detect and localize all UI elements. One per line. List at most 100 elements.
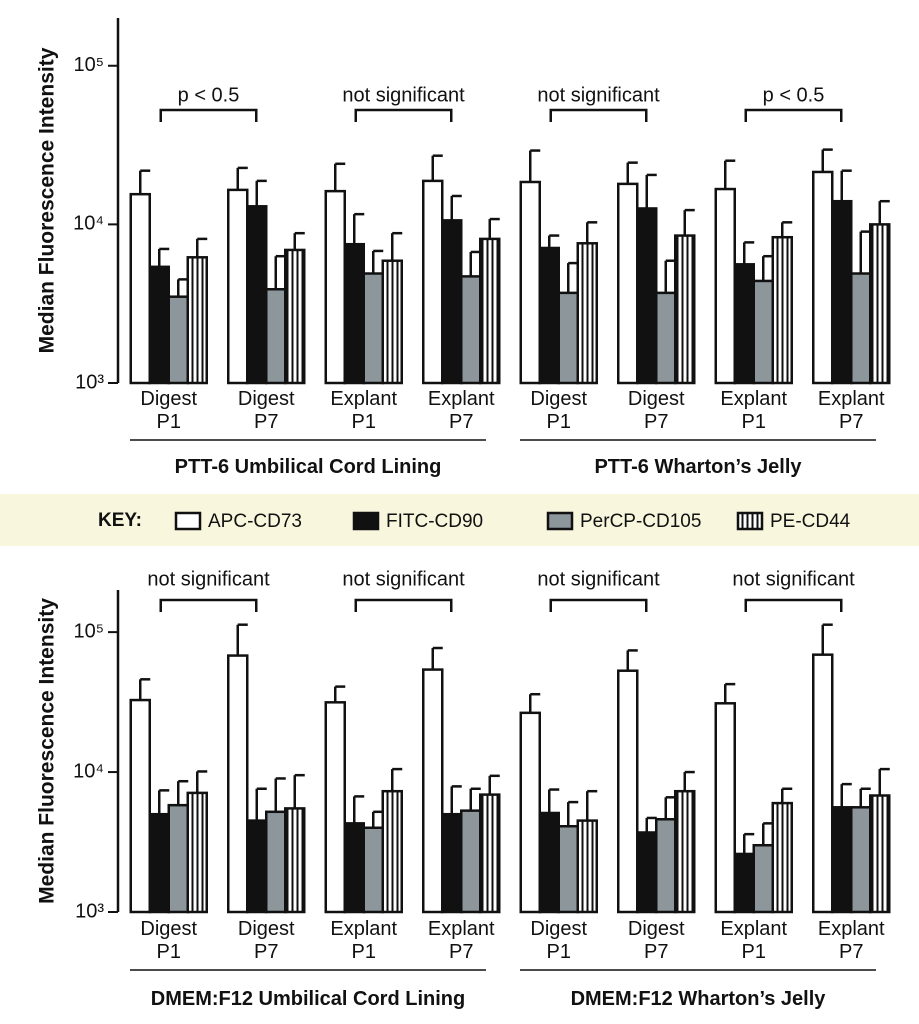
x-tick-label: Explant P7 — [817, 388, 885, 433]
bar — [576, 819, 598, 914]
bar — [246, 819, 268, 914]
x-tick-label: Digest P1 — [140, 388, 198, 433]
bar — [771, 235, 793, 385]
bar — [714, 702, 736, 914]
bar — [831, 199, 853, 385]
bar — [674, 789, 696, 914]
annotation: not significant — [342, 568, 465, 590]
significance-bracket — [744, 598, 843, 612]
y-tick-label: 10³ — [75, 371, 104, 393]
annotation: p < 0.5 — [763, 84, 825, 106]
significance-bracket — [744, 108, 843, 122]
x-tick-label: Explant P7 — [427, 388, 495, 433]
bar — [362, 272, 384, 385]
bar — [265, 810, 287, 914]
legend-swatch — [546, 511, 574, 531]
bar — [284, 248, 306, 385]
bar — [831, 806, 853, 914]
bar — [422, 179, 444, 385]
bar — [460, 809, 482, 914]
group-label: DMEM:F12 Umbilical Cord Lining — [150, 988, 466, 1010]
significance-bracket — [354, 598, 453, 612]
legend-band — [0, 494, 919, 546]
legend-label: PerCP-CD105 — [580, 511, 701, 532]
x-tick-label: Digest P1 — [530, 388, 588, 433]
y-tick-label: 10³ — [75, 900, 104, 922]
annotation: not significant — [537, 568, 660, 590]
y-tick-label: 10⁴ — [73, 213, 104, 235]
bar — [441, 812, 463, 914]
y-axis-title: Median Fluorescence Intensity — [36, 598, 59, 904]
bar — [655, 291, 677, 385]
x-tick-label: Explant P1 — [720, 388, 788, 433]
bar — [441, 219, 463, 385]
group-label: PTT-6 Wharton’s Jelly — [594, 456, 802, 478]
legend-label: FITC-CD90 — [386, 511, 483, 532]
bar — [812, 653, 834, 914]
bar — [557, 291, 579, 385]
bar — [324, 189, 346, 385]
bar — [538, 246, 560, 385]
bar — [422, 668, 444, 914]
y-tick-label: 10⁵ — [73, 54, 104, 76]
annotation: not significant — [537, 84, 660, 106]
significance-bracket — [159, 108, 258, 122]
group-label: PTT-6 Umbilical Cord Lining — [174, 456, 442, 478]
bar — [343, 822, 365, 914]
bar — [246, 205, 268, 385]
annotation: not significant — [147, 568, 270, 590]
bar — [284, 807, 306, 914]
y-tick-label: 10⁵ — [73, 620, 104, 642]
bar — [869, 794, 891, 914]
bar — [479, 793, 501, 914]
y-tick-label: 10⁴ — [73, 760, 104, 782]
bar — [576, 242, 598, 385]
bar — [227, 188, 249, 385]
x-tick-label: Explant P1 — [330, 388, 398, 433]
bar — [167, 803, 189, 914]
significance-bracket — [159, 598, 258, 612]
x-tick-label: Explant P1 — [330, 918, 398, 963]
bar — [557, 824, 579, 914]
bar — [733, 852, 755, 914]
bar — [265, 287, 287, 385]
bar — [869, 223, 891, 385]
bar — [167, 295, 189, 385]
bar — [771, 801, 793, 914]
x-tick-label: Digest P7 — [237, 388, 295, 433]
significance-bracket — [549, 598, 648, 612]
bar — [362, 826, 384, 914]
bar — [519, 180, 541, 385]
bar — [714, 187, 736, 385]
bar — [479, 237, 501, 385]
bar — [227, 654, 249, 914]
bar — [636, 831, 658, 914]
legend-swatch — [352, 511, 380, 531]
legend-label: APC-CD73 — [208, 511, 302, 532]
bar — [636, 207, 658, 385]
bar — [850, 806, 872, 914]
bar — [733, 263, 755, 385]
bar — [617, 182, 639, 385]
bar — [324, 701, 346, 914]
bar — [850, 272, 872, 385]
bar — [148, 265, 170, 385]
legend-label: PE-CD44 — [770, 511, 851, 532]
bar — [674, 234, 696, 385]
bar — [129, 192, 151, 385]
group-label: DMEM:F12 Wharton’s Jelly — [570, 988, 826, 1010]
y-axis-title: Median Fluorescence Intensity — [36, 47, 59, 353]
bar — [752, 279, 774, 385]
significance-bracket — [354, 108, 453, 122]
x-tick-label: Explant P7 — [817, 918, 885, 963]
bar — [812, 170, 834, 385]
bar — [538, 811, 560, 914]
x-tick-label: Digest P1 — [530, 918, 588, 963]
annotation: not significant — [732, 568, 855, 590]
x-tick-label: Digest P1 — [140, 918, 198, 963]
x-tick-label: Digest P7 — [627, 918, 685, 963]
bar — [460, 275, 482, 385]
legend-swatch — [736, 511, 764, 531]
